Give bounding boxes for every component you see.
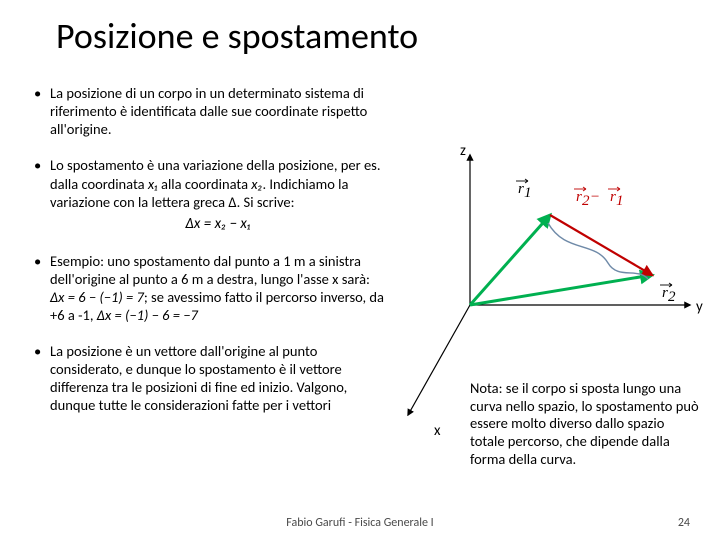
r1-label: r 1 [516, 179, 532, 201]
z-axis-label: z [460, 145, 466, 160]
page-number: 24 [678, 516, 690, 530]
delta-vector [550, 215, 652, 275]
text-column: La posizione di un corpo in un determina… [34, 84, 386, 433]
r2-label: r 2 [660, 283, 676, 305]
var-x2: x₂ [251, 175, 262, 193]
bullet-4: La posizione è un vettore dall'origine a… [34, 342, 386, 415]
bullet-3-text-a: Esempio: uno spostamento dal punto a 1 m… [50, 252, 370, 288]
r1-vector [470, 215, 550, 305]
svg-text:1: 1 [524, 185, 532, 201]
var-x1: x₁ [148, 175, 158, 193]
delta-label: r 2 − r 1 [574, 187, 624, 209]
formula-deltax: Δx = x₂ − x₁ [50, 215, 386, 234]
bullet-2: Lo spostamento è una variazione della po… [34, 156, 386, 233]
x-axis [408, 305, 470, 415]
svg-text:−: − [590, 189, 600, 205]
formula-ex1: Δx = 6 − (−1) = 7 [50, 288, 144, 306]
svg-text:2: 2 [668, 289, 676, 305]
bullet-3: Esempio: uno spostamento dal punto a 1 m… [34, 252, 386, 325]
svg-text:1: 1 [616, 193, 624, 209]
bullet-1: La posizione di un corpo in un determina… [34, 84, 386, 138]
footer-text: Fabio Garufi - Fisica Generale I [0, 516, 720, 530]
bullet-list: La posizione di un corpo in un determina… [34, 84, 386, 415]
note-text: Nota: se il corpo si sposta lungo una cu… [470, 380, 700, 468]
formula-ex2: Δx = (−1) − 6 = −7 [97, 306, 198, 324]
bullet-2-text-b: alla coordinata [158, 175, 252, 193]
svg-text:2: 2 [582, 193, 590, 209]
trajectory-curve [548, 223, 648, 279]
r2-vector [470, 275, 652, 305]
y-axis-label: y [696, 298, 703, 316]
slide-title: Posizione e spostamento [56, 14, 418, 58]
x-axis-label: x [434, 422, 441, 440]
